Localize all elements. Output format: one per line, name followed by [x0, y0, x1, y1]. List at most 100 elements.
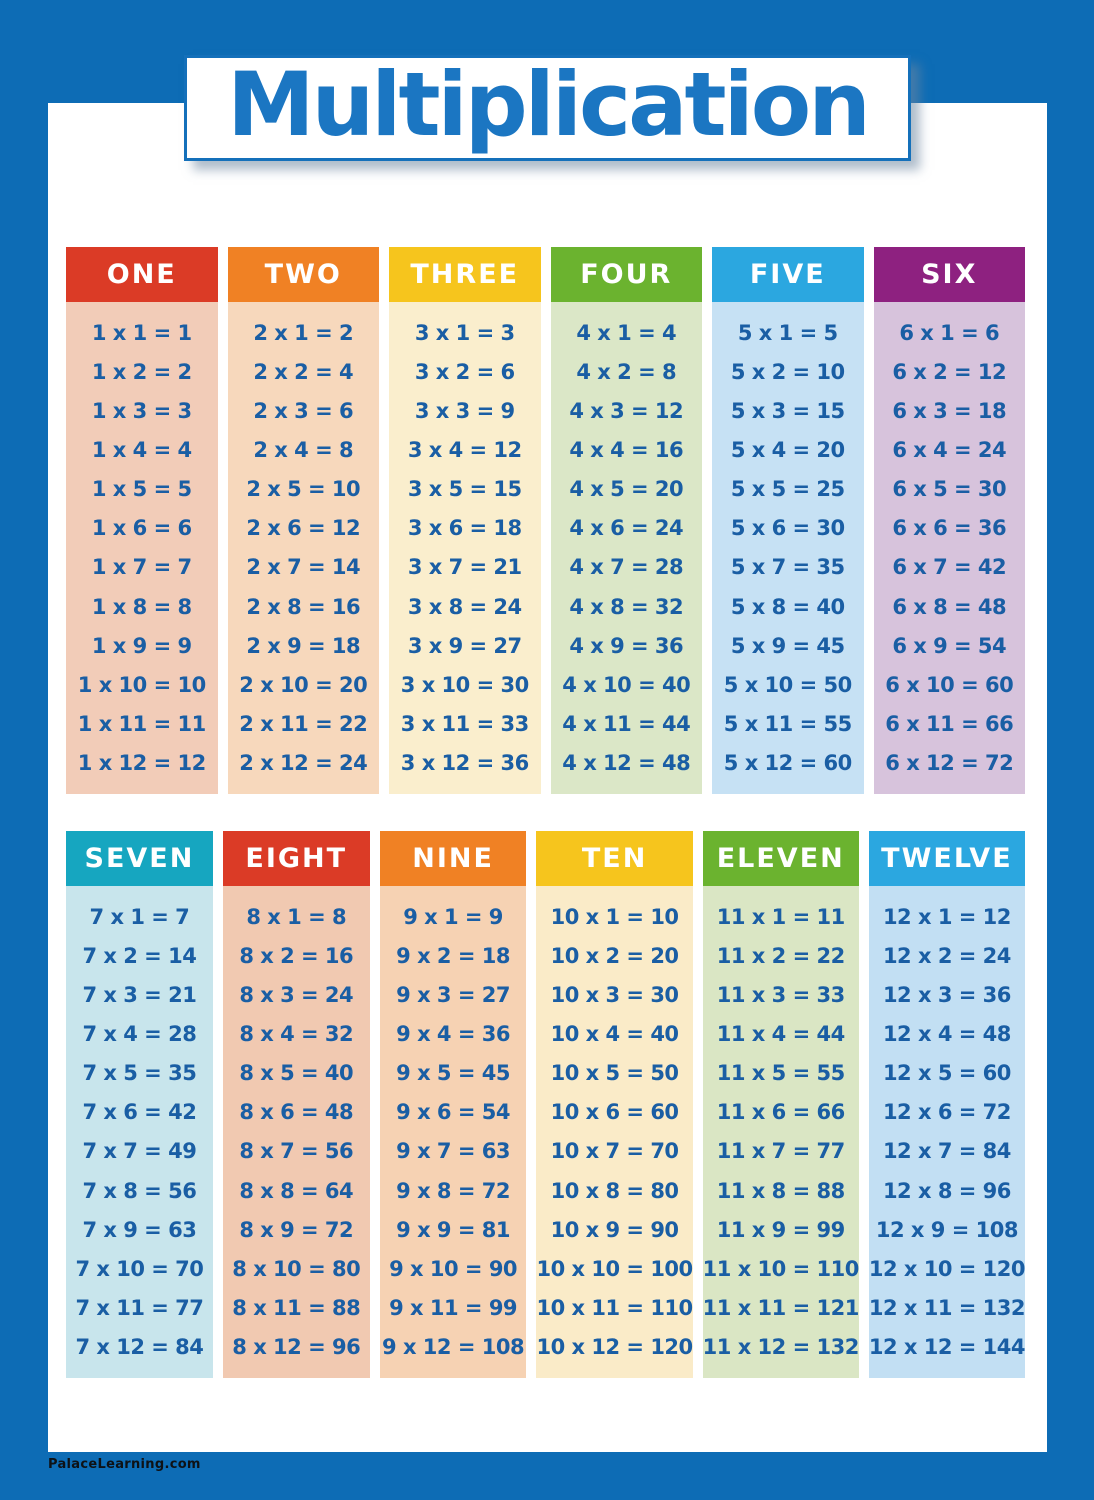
column-body: 1 x 1 = 1 1 x 2 = 2 1 x 3 = 3 1 x 4 = 4 1 x … — [66, 302, 218, 794]
fact-row: 8 x 6 = 48 — [239, 1100, 354, 1125]
fact-row: 12 x 4 = 48 — [882, 1022, 1011, 1047]
fact-row: 7 x 6 = 42 — [82, 1100, 197, 1125]
fact-row: 11 x 6 = 66 — [716, 1100, 845, 1125]
fact-row: 12 x 8 = 96 — [882, 1178, 1011, 1203]
fact-row: 3 x 6 = 18 — [407, 516, 522, 541]
fact-row: 11 x 2 = 22 — [716, 944, 845, 969]
fact-row: 10 x 11 = 110 — [536, 1295, 693, 1320]
fact-row: 6 x 7 = 42 — [892, 555, 1007, 580]
fact-row: 6 x 5 = 30 — [892, 477, 1007, 502]
fact-row: 3 x 10 = 30 — [400, 672, 529, 697]
fact-row: 5 x 6 = 30 — [730, 516, 845, 541]
fact-row: 12 x 5 = 60 — [882, 1061, 1011, 1086]
fact-row: 1 x 3 = 3 — [91, 399, 192, 424]
fact-row: 10 x 5 = 50 — [550, 1061, 679, 1086]
fact-row: 7 x 5 = 35 — [82, 1061, 197, 1086]
column-header: NINE — [379, 831, 527, 886]
fact-row: 6 x 11 = 66 — [885, 711, 1014, 736]
fact-row: 11 x 10 = 110 — [702, 1256, 860, 1281]
fact-row: 5 x 5 = 25 — [730, 477, 845, 502]
fact-row: 10 x 6 = 60 — [550, 1100, 679, 1125]
fact-row: 6 x 12 = 72 — [885, 750, 1014, 775]
fact-row: 4 x 9 = 36 — [569, 633, 684, 658]
column-header: EIGHT — [222, 831, 370, 886]
fact-row: 9 x 1 = 9 — [403, 905, 503, 930]
fact-row: 11 x 7 = 77 — [716, 1139, 845, 1164]
fact-row: 10 x 4 = 40 — [550, 1022, 679, 1047]
fact-row: 12 x 2 = 24 — [882, 944, 1011, 969]
column-body: 8 x 1 = 8 8 x 2 = 16 8 x 3 = 24 8 x 4 = 32 8… — [222, 886, 370, 1378]
fact-row: 2 x 6 = 12 — [246, 516, 361, 541]
fact-row: 1 x 1 = 1 — [91, 321, 192, 346]
column-header: FIVE — [712, 247, 864, 302]
fact-row: 1 x 12 = 12 — [77, 750, 206, 775]
fact-row: 9 x 7 = 63 — [396, 1139, 510, 1164]
column-body: 11 x 1 = 11 11 x 2 = 22 11 x 3 = 33 11 x 4 … — [702, 886, 860, 1378]
fact-row: 8 x 9 = 72 — [239, 1217, 354, 1242]
fact-row: 11 x 3 = 33 — [716, 983, 845, 1008]
fact-row: 11 x 9 = 99 — [716, 1217, 845, 1242]
fact-row: 3 x 1 = 3 — [414, 321, 515, 346]
fact-row: 6 x 8 = 48 — [892, 594, 1007, 619]
fact-row: 6 x 9 = 54 — [892, 633, 1007, 658]
fact-row: 4 x 3 = 12 — [569, 399, 684, 424]
fact-row: 10 x 1 = 10 — [550, 905, 679, 930]
fact-row: 5 x 2 = 10 — [730, 360, 845, 385]
fact-row: 6 x 2 = 12 — [892, 360, 1007, 385]
fact-row: 8 x 3 = 24 — [239, 983, 354, 1008]
column-body: 7 x 1 = 7 7 x 2 = 14 7 x 3 = 21 7 x 4 = 28 7… — [66, 886, 213, 1378]
fact-row: 12 x 10 = 120 — [868, 1256, 1026, 1281]
fact-row: 4 x 5 = 20 — [569, 477, 684, 502]
fact-row: 12 x 6 = 72 — [882, 1100, 1011, 1125]
fact-row: 4 x 11 = 44 — [562, 711, 691, 736]
fact-row: 8 x 11 = 88 — [232, 1295, 361, 1320]
column-header: ELEVEN — [702, 831, 859, 886]
fact-row: 5 x 11 = 55 — [723, 711, 852, 736]
fact-row: 4 x 12 = 48 — [562, 750, 691, 775]
fact-row: 10 x 9 = 90 — [550, 1217, 679, 1242]
fact-row: 7 x 3 = 21 — [82, 983, 197, 1008]
fact-row: 6 x 3 = 18 — [892, 399, 1007, 424]
fact-row: 10 x 10 = 100 — [536, 1256, 693, 1281]
table-eleven: ELEVEN 11 x 1 = 11 11 x 2 = 22 11 x 3 = 33… — [702, 831, 860, 1378]
fact-row: 10 x 12 = 120 — [536, 1334, 693, 1359]
fact-row: 2 x 9 = 18 — [246, 633, 361, 658]
fact-row: 1 x 11 = 11 — [77, 711, 206, 736]
column-header: TWELVE — [868, 831, 1025, 886]
table-four: FOUR 4 x 1 = 4 4 x 2 = 8 4 x 3 = 12 4 x 4 =… — [550, 247, 702, 794]
fact-row: 3 x 7 = 21 — [407, 555, 522, 580]
fact-row: 5 x 10 = 50 — [723, 672, 852, 697]
fact-row: 2 x 4 = 8 — [253, 438, 354, 463]
fact-row: 11 x 12 = 132 — [702, 1334, 860, 1359]
fact-row: 4 x 10 = 40 — [562, 672, 691, 697]
fact-row: 10 x 8 = 80 — [550, 1178, 679, 1203]
fact-row: 3 x 4 = 12 — [407, 438, 522, 463]
fact-row: 4 x 2 = 8 — [576, 360, 677, 385]
fact-row: 8 x 1 = 8 — [246, 905, 347, 930]
column-body: 9 x 1 = 9 9 x 2 = 18 9 x 3 = 27 9 x 4 = 36 9… — [379, 886, 527, 1378]
fact-row: 12 x 1 = 12 — [882, 905, 1011, 930]
poster-title: Multiplication — [227, 53, 871, 156]
fact-row: 5 x 12 = 60 — [723, 750, 852, 775]
column-header: SIX — [873, 247, 1025, 302]
fact-row: 10 x 7 = 70 — [550, 1139, 679, 1164]
fact-row: 8 x 10 = 80 — [232, 1256, 361, 1281]
fact-row: 1 x 9 = 9 — [91, 633, 192, 658]
fact-row: 1 x 6 = 6 — [91, 516, 192, 541]
fact-row: 2 x 8 = 16 — [246, 594, 361, 619]
fact-row: 2 x 7 = 14 — [246, 555, 361, 580]
fact-row: 9 x 6 = 54 — [396, 1100, 510, 1125]
fact-row: 8 x 8 = 64 — [239, 1178, 354, 1203]
table-ten: TEN 10 x 1 = 10 10 x 2 = 20 10 x 3 = 30 10 … — [536, 831, 693, 1378]
footer-credit: PalaceLearning.com — [48, 1457, 201, 1472]
column-body: 3 x 1 = 3 3 x 2 = 6 3 x 3 = 9 3 x 4 = 12 3 x… — [389, 302, 541, 794]
column-header: TEN — [536, 831, 693, 886]
fact-row: 12 x 12 = 144 — [868, 1334, 1026, 1359]
fact-row: 1 x 4 = 4 — [91, 438, 192, 463]
fact-row: 3 x 9 = 27 — [407, 633, 522, 658]
table-five: FIVE 5 x 1 = 5 5 x 2 = 10 5 x 3 = 15 5 x 4 … — [712, 247, 864, 794]
fact-row: 7 x 8 = 56 — [82, 1178, 197, 1203]
table-one: ONE 1 x 1 = 1 1 x 2 = 2 1 x 3 = 3 1 x 4 = 4… — [66, 247, 218, 794]
fact-row: 3 x 3 = 9 — [414, 399, 515, 424]
